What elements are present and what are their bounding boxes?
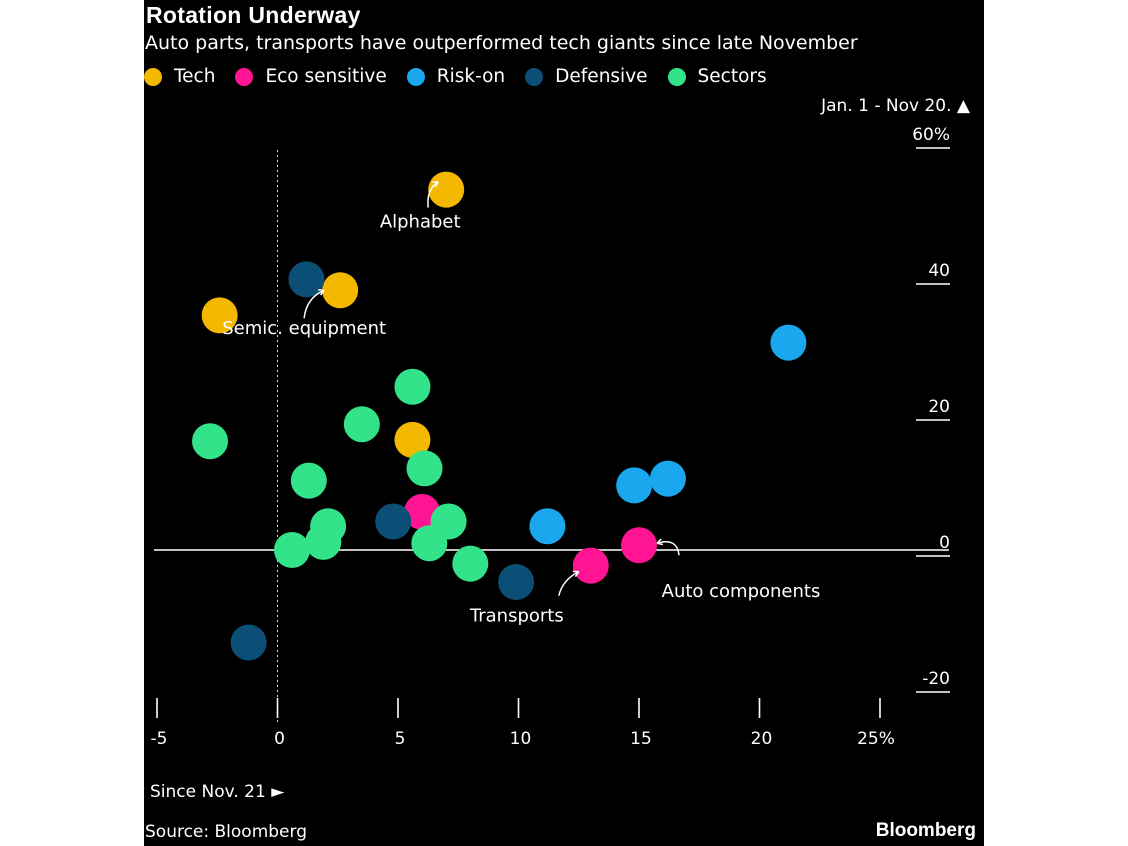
- x-tick-label: 15: [630, 729, 652, 749]
- scatter-point: [770, 324, 807, 361]
- scatter-point: [649, 460, 686, 497]
- scatter-point: [498, 563, 535, 600]
- scatter-point: [428, 171, 465, 208]
- scatter-point: [452, 545, 489, 582]
- y-tick-label: 20: [928, 397, 950, 417]
- scatter-point: [572, 547, 609, 584]
- legend-swatch: [667, 67, 686, 86]
- x-tick-label: -5: [151, 729, 168, 749]
- x-tick-label: 20: [751, 729, 773, 749]
- x-axis-title: Since Nov. 21 ►: [150, 782, 285, 802]
- annotation-label: Semic. equipment: [222, 318, 386, 339]
- legend-label: Defensive: [555, 66, 648, 87]
- legend-swatch: [235, 67, 254, 86]
- legend-item-tech: Tech: [144, 66, 215, 87]
- legend-label: Sectors: [697, 66, 767, 87]
- chart-panel: Rotation Underway Auto parts, transports…: [144, 0, 984, 846]
- annotation-arrowhead: [432, 180, 439, 188]
- scatter-point: [273, 532, 310, 568]
- scatter-point: [290, 462, 327, 499]
- annotation-arrowhead: [318, 289, 325, 296]
- y-axis-title: Jan. 1 - Nov 20. ▲: [821, 96, 970, 116]
- annotation-label: Auto components: [662, 581, 821, 602]
- x-tick-label: 0: [274, 729, 285, 749]
- legend-label: Tech: [174, 66, 216, 87]
- legend-swatch: [406, 67, 425, 86]
- annotation-arrow: [656, 540, 680, 556]
- scatter-point: [305, 523, 342, 560]
- legend-label: Risk-on: [436, 66, 506, 87]
- scatter-point: [406, 450, 443, 487]
- scatter-point: [343, 406, 380, 443]
- scatter-point: [230, 624, 267, 661]
- scatter-point: [322, 272, 359, 309]
- y-tick-label: -20: [922, 669, 950, 689]
- annotation-label: Transports: [469, 606, 564, 627]
- legend: Tech Eco sensitive Risk-on Defensive Sec…: [144, 66, 787, 87]
- y-tick-label: 60%: [912, 125, 950, 145]
- legend-item-sectors: Sectors: [667, 66, 767, 87]
- scatter-point: [394, 368, 431, 405]
- x-tick-label: 10: [510, 729, 532, 749]
- scatter-point: [192, 423, 229, 460]
- x-tick-label: 5: [395, 729, 406, 749]
- scatter-point: [288, 261, 325, 298]
- annotation-arrowhead: [656, 538, 664, 546]
- annotation-arrow: [303, 289, 325, 319]
- scatter-point: [201, 297, 238, 334]
- legend-swatch: [525, 67, 544, 86]
- legend-item-defensive: Defensive: [525, 66, 648, 87]
- x-tick-label: 25%: [857, 729, 895, 749]
- chart-title: Rotation Underway: [146, 2, 361, 28]
- scatter-point: [616, 467, 653, 504]
- legend-label: Eco sensitive: [265, 66, 387, 87]
- annotation-arrow: [558, 570, 580, 596]
- annotation-label: Alphabet: [380, 212, 461, 233]
- scatter-point: [411, 525, 448, 562]
- scatter-point: [375, 503, 412, 540]
- legend-item-risk-on: Risk-on: [406, 66, 506, 87]
- scatter-point: [529, 508, 566, 545]
- brand-logo: Bloomberg: [875, 820, 976, 841]
- scatter-plot: -5 0 5 10 15 20 25% 60% 40 20 0 -20 Alphabet Semic. e…: [151, 125, 950, 749]
- legend-item-eco-sensitive: Eco sensitive: [235, 66, 387, 87]
- annotation-arrowhead: [572, 570, 580, 577]
- annotation-arrow: [427, 180, 439, 208]
- legend-swatch: [144, 67, 162, 86]
- scatter-point: [394, 421, 431, 458]
- y-tick-label: 0: [939, 533, 950, 553]
- y-tick-label: 40: [928, 261, 950, 281]
- source-note: Source: Bloomberg: [145, 822, 307, 842]
- scatter-point: [621, 527, 657, 564]
- chart-subtitle: Auto parts, transports have outperformed…: [145, 32, 858, 54]
